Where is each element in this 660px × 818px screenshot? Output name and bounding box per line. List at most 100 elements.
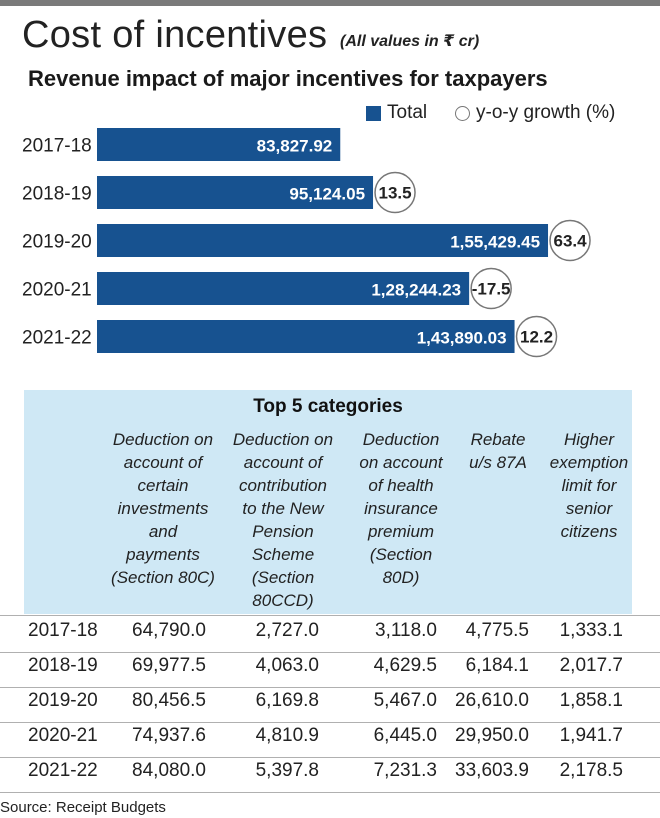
page-title: Cost of incentives <box>22 14 328 56</box>
column-header-line: 80CCD) <box>252 591 314 610</box>
table-cell: 4,810.9 <box>255 725 319 746</box>
table-cell: 26,610.0 <box>455 690 529 711</box>
column-header: Higher exemption limit for senior citizens <box>544 428 634 543</box>
bar-value-label: 95,124.05 <box>289 185 365 204</box>
row-divider <box>0 652 660 653</box>
table-cell: 1,941.7 <box>559 725 623 746</box>
table-cell: 64,790.0 <box>132 620 206 641</box>
column-header: Deduction on account of contribution to the… <box>224 428 342 612</box>
column-header-line: account of <box>123 453 203 472</box>
table-cell: 1,333.1 <box>559 620 623 641</box>
growth-label: -17.5 <box>472 280 511 299</box>
total-bar <box>97 272 470 305</box>
table-cell: 4,063.0 <box>255 655 319 676</box>
row-divider <box>0 722 660 723</box>
table-cell: 6,184.1 <box>465 655 529 676</box>
column-header-line: (Section <box>251 568 315 587</box>
bar-value-label: 1,43,890.03 <box>417 329 507 348</box>
column-header-line: (Section <box>369 545 433 564</box>
column-header-line: investments <box>117 499 209 518</box>
chart-subtitle: Revenue impact of major incentives for t… <box>28 66 548 91</box>
column-header-line: to the New <box>242 499 324 518</box>
column-header-line: Deduction <box>362 430 440 449</box>
table-cell: 4,775.5 <box>465 620 529 641</box>
top-rule <box>0 0 660 6</box>
table-cell: 5,467.0 <box>373 690 437 711</box>
column-header-line: Scheme <box>251 545 315 564</box>
table-cell: 69,977.5 <box>132 655 206 676</box>
year-label: 2021-22 <box>22 328 92 349</box>
table-row-year: 2020-21 <box>28 725 98 746</box>
column-header-line: premium <box>367 522 435 541</box>
table-cell: 33,603.9 <box>455 760 529 781</box>
row-divider <box>0 757 660 758</box>
column-header-line: Deduction on <box>232 430 334 449</box>
bar-value-label: 1,28,244.23 <box>371 281 461 300</box>
column-header-line: (Section 80C) <box>111 568 215 587</box>
legend-circle-growth <box>455 105 470 121</box>
growth-circle <box>470 267 512 310</box>
year-label: 2019-20 <box>22 232 92 253</box>
table-cell: 1,858.1 <box>559 690 623 711</box>
table-cell: 2,017.7 <box>559 655 623 676</box>
column-header-line: Higher <box>563 430 615 449</box>
column-header-line: insurance <box>364 499 438 518</box>
row-divider <box>0 792 660 793</box>
table-cell: 84,080.0 <box>132 760 206 781</box>
column-header-line: Pension <box>252 522 314 541</box>
row-divider <box>0 615 660 616</box>
column-header-line: Deduction on <box>112 430 214 449</box>
year-label: 2020-21 <box>22 280 92 301</box>
column-header-line: payments <box>126 545 200 564</box>
table-cell: 2,178.5 <box>559 760 623 781</box>
column-header-line: certain <box>137 476 189 495</box>
table-cell: 6,445.0 <box>373 725 437 746</box>
column-header-line: account of <box>243 453 323 472</box>
column-header-line: citizens <box>560 522 618 541</box>
column-header-line: 80D) <box>382 568 420 587</box>
column-header-line: of health <box>368 476 434 495</box>
table-row-year: 2019-20 <box>28 690 98 711</box>
bar-value-label: 1,55,429.45 <box>450 233 540 252</box>
table-cell: 5,397.8 <box>255 760 319 781</box>
growth-label: 12.2 <box>520 328 553 347</box>
growth-circle <box>515 315 558 358</box>
year-label: 2017-18 <box>22 136 92 157</box>
column-header: Deduction on account of health insurance pre… <box>346 428 456 589</box>
growth-circle <box>374 171 416 214</box>
table-cell: 7,231.3 <box>373 760 437 781</box>
column-header-line: exemption <box>549 453 629 472</box>
row-divider <box>0 687 660 688</box>
table-cell: 3,118.0 <box>375 620 437 641</box>
column-header-line: senior <box>565 499 613 518</box>
legend-total: Total <box>366 102 427 124</box>
bar-value-label: 83,827.92 <box>257 137 333 156</box>
column-header-line: u/s 87A <box>469 453 527 472</box>
growth-label: 63.4 <box>553 232 587 251</box>
legend-label-total: Total <box>387 102 428 123</box>
growth-label: 13.5 <box>378 184 411 203</box>
legend-growth: y-o-y growth (%) <box>455 102 615 124</box>
unit-note: (All values in ₹ cr) <box>340 33 480 50</box>
column-header-line: on account <box>359 453 443 472</box>
legend-swatch-total <box>366 105 381 121</box>
table-cell: 80,456.5 <box>132 690 206 711</box>
growth-circle <box>549 219 591 262</box>
total-bar <box>97 224 549 257</box>
column-header: Deduction on account of certain investments… <box>104 428 222 589</box>
table-cell: 74,937.6 <box>132 725 206 746</box>
table-row-year: 2018-19 <box>28 655 98 676</box>
column-header-line: Rebate <box>470 430 526 449</box>
table-row-year: 2021-22 <box>28 760 98 781</box>
column-header: Rebate u/s 87A <box>458 428 538 474</box>
total-bar <box>97 128 341 161</box>
table-caption: Top 5 categories <box>253 396 403 417</box>
table-cell: 4,629.5 <box>373 655 437 676</box>
table-row-year: 2017-18 <box>28 620 98 641</box>
column-header-line: contribution <box>239 476 327 495</box>
bar-chart: 2017-18 83,827.92 2018-19 95,124.05 13.5 2019… <box>22 128 591 358</box>
column-header-line: limit for <box>561 476 617 495</box>
table-header-panel <box>24 390 632 614</box>
legend-label-growth: y-o-y growth (%) <box>476 102 616 123</box>
year-label: 2018-19 <box>22 184 92 205</box>
